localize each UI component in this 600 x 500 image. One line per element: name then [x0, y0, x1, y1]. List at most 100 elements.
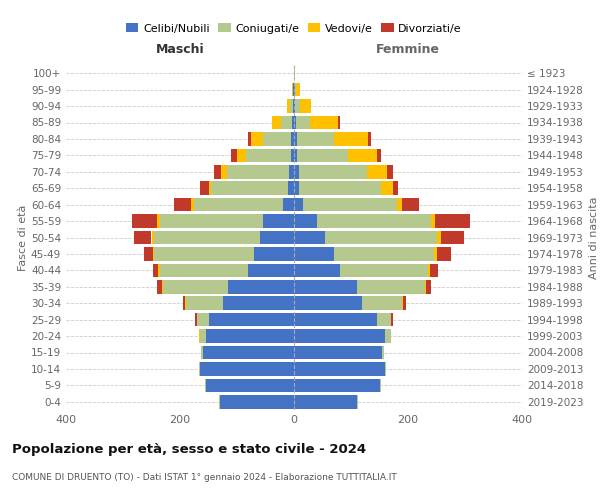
- Bar: [294, 330, 385, 343]
- Bar: [325, 231, 437, 244]
- Bar: [294, 296, 362, 310]
- Bar: [403, 296, 406, 310]
- Bar: [199, 362, 200, 376]
- Bar: [294, 247, 334, 260]
- Bar: [221, 165, 227, 178]
- Bar: [387, 165, 392, 178]
- Legend: Celibi/Nubili, Coniugati/e, Vedovi/e, Divorziati/e: Celibi/Nubili, Coniugati/e, Vedovi/e, Di…: [122, 19, 466, 38]
- Bar: [283, 198, 294, 211]
- Bar: [260, 231, 294, 244]
- Bar: [194, 198, 283, 211]
- Bar: [334, 132, 368, 145]
- Bar: [441, 231, 464, 244]
- Bar: [157, 214, 160, 228]
- Bar: [300, 100, 311, 113]
- Bar: [431, 214, 436, 228]
- Bar: [154, 247, 254, 260]
- Bar: [294, 346, 382, 359]
- Bar: [297, 148, 348, 162]
- Bar: [287, 100, 290, 113]
- Bar: [232, 148, 237, 162]
- Bar: [297, 132, 334, 145]
- Bar: [294, 378, 380, 392]
- Bar: [263, 214, 294, 228]
- Bar: [291, 132, 294, 145]
- Bar: [290, 100, 293, 113]
- Bar: [197, 313, 209, 326]
- Bar: [254, 247, 294, 260]
- Bar: [295, 83, 296, 96]
- Bar: [302, 198, 397, 211]
- Bar: [272, 116, 281, 129]
- Bar: [425, 280, 426, 293]
- Bar: [385, 330, 391, 343]
- Bar: [348, 148, 377, 162]
- Bar: [281, 116, 292, 129]
- Bar: [191, 198, 194, 211]
- Bar: [211, 182, 289, 195]
- Bar: [430, 264, 438, 277]
- Bar: [294, 116, 296, 129]
- Bar: [158, 264, 160, 277]
- Bar: [292, 83, 293, 96]
- Bar: [251, 132, 263, 145]
- Y-axis label: Fasce di età: Fasce di età: [18, 204, 28, 270]
- Bar: [206, 330, 294, 343]
- Bar: [437, 247, 451, 260]
- Bar: [294, 182, 299, 195]
- Bar: [426, 280, 431, 293]
- Bar: [289, 182, 294, 195]
- Bar: [152, 264, 158, 277]
- Bar: [397, 198, 403, 211]
- Bar: [200, 362, 294, 376]
- Bar: [299, 165, 367, 178]
- Bar: [294, 231, 325, 244]
- Bar: [206, 378, 294, 392]
- Bar: [377, 313, 391, 326]
- Bar: [185, 296, 186, 310]
- Bar: [196, 313, 197, 326]
- Bar: [296, 83, 300, 96]
- Bar: [294, 66, 295, 80]
- Bar: [248, 264, 294, 277]
- Bar: [293, 100, 294, 113]
- Bar: [220, 395, 294, 408]
- Text: COMUNE DI DRUENTO (TO) - Dati ISTAT 1° gennaio 2024 - Elaborazione TUTTITALIA.IT: COMUNE DI DRUENTO (TO) - Dati ISTAT 1° g…: [12, 472, 397, 482]
- Bar: [294, 148, 297, 162]
- Bar: [381, 182, 392, 195]
- Bar: [385, 362, 386, 376]
- Bar: [356, 280, 425, 293]
- Bar: [382, 346, 384, 359]
- Bar: [296, 116, 310, 129]
- Bar: [144, 247, 152, 260]
- Bar: [340, 264, 428, 277]
- Bar: [403, 198, 419, 211]
- Bar: [299, 182, 381, 195]
- Bar: [227, 165, 289, 178]
- Bar: [183, 296, 185, 310]
- Bar: [377, 148, 381, 162]
- Bar: [205, 378, 206, 392]
- Bar: [160, 214, 263, 228]
- Bar: [200, 330, 206, 343]
- Bar: [338, 116, 340, 129]
- Bar: [292, 116, 294, 129]
- Bar: [160, 264, 248, 277]
- Bar: [209, 182, 211, 195]
- Bar: [131, 214, 157, 228]
- Bar: [263, 132, 291, 145]
- Bar: [294, 313, 377, 326]
- Bar: [294, 214, 317, 228]
- Bar: [436, 214, 470, 228]
- Bar: [437, 231, 441, 244]
- Bar: [163, 280, 229, 293]
- Bar: [294, 165, 299, 178]
- Bar: [391, 313, 392, 326]
- Bar: [356, 395, 358, 408]
- Bar: [428, 264, 430, 277]
- Bar: [134, 231, 151, 244]
- Bar: [245, 148, 291, 162]
- Bar: [294, 198, 302, 211]
- Bar: [151, 231, 154, 244]
- Bar: [392, 182, 398, 195]
